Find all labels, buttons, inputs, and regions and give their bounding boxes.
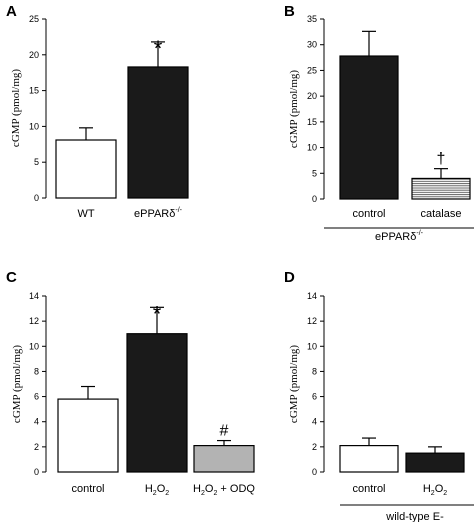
significance-marker: # — [220, 423, 229, 440]
category-label: control — [352, 483, 385, 495]
y-axis-label: cGMP (pmol/mg) — [10, 69, 22, 147]
y-tick-label: 5 — [34, 157, 39, 167]
category-label: control — [71, 483, 104, 495]
significance-marker: † — [437, 151, 446, 168]
significance-marker: * — [153, 301, 162, 326]
y-tick-label: 12 — [29, 316, 39, 326]
y-tick-label: 20 — [29, 50, 39, 60]
y-axis-label: cGMP (pmol/mg) — [11, 345, 23, 423]
group-label: ePPARδ-/- — [375, 230, 424, 243]
y-tick-label: 4 — [312, 417, 317, 427]
y-tick-label: 0 — [34, 193, 39, 203]
category-label: control — [352, 208, 385, 220]
y-tick-label: 10 — [29, 341, 39, 351]
y-tick-label: 0 — [312, 194, 317, 204]
y-axis-label: cGMP (pmol/mg) — [288, 345, 300, 423]
category-label: H2O2 — [423, 483, 447, 497]
y-tick-label: 14 — [29, 291, 39, 301]
y-tick-label: 25 — [29, 14, 39, 24]
significance-marker: * — [154, 36, 163, 61]
bar-h2o2-odq — [193, 445, 255, 473]
y-tick-label: 14 — [307, 291, 317, 301]
panel-A: A 0 5 10 15 20 25 cGMP (pmol/mg) WT * ePPARδ-/- — [6, 3, 189, 220]
y-axis-label: cGMP (pmol/mg) — [288, 70, 300, 148]
category-label: WT — [77, 208, 94, 220]
y-tick-label: 10 — [307, 341, 317, 351]
panel-letter: B — [284, 3, 295, 20]
bar-h2o2 — [126, 333, 188, 473]
group-label: wild-type E- — [385, 511, 444, 522]
y-tick-label: 10 — [29, 121, 39, 131]
bar-wt — [55, 139, 117, 199]
category-label: catalase — [421, 208, 462, 220]
y-tick-label: 10 — [307, 143, 317, 153]
y-tick-label: 4 — [34, 417, 39, 427]
y-tick-label: 15 — [307, 117, 317, 127]
y-tick-label: 0 — [34, 467, 39, 477]
y-tick-label: 20 — [307, 91, 317, 101]
y-tick-label: 6 — [312, 392, 317, 402]
bar-control — [339, 445, 399, 473]
panel-letter: A — [6, 3, 17, 20]
bar-eppar- — [127, 66, 189, 199]
panel-B: B 0 5 10 15 20 25 30 35 cGMP (pmol/mg) control † cat… — [284, 3, 474, 243]
bar-h2o2 — [405, 452, 465, 473]
bar-control — [57, 398, 119, 473]
y-tick-label: 35 — [307, 14, 317, 24]
y-tick-label: 2 — [312, 442, 317, 452]
panel-letter: D — [284, 269, 295, 286]
y-tick-label: 2 — [34, 442, 39, 452]
bar-control — [339, 55, 399, 200]
panel-D: D 0 2 4 6 8 10 12 14 cGMP (pmol/mg) control H2O2 wil… — [284, 269, 474, 522]
category-label: ePPARδ-/- — [134, 207, 183, 220]
y-tick-label: 12 — [307, 316, 317, 326]
category-label: H2O2 — [145, 483, 169, 497]
y-tick-label: 30 — [307, 40, 317, 50]
y-tick-label: 5 — [312, 168, 317, 178]
y-tick-label: 6 — [34, 392, 39, 402]
y-tick-label: 15 — [29, 86, 39, 96]
panel-letter: C — [6, 269, 17, 286]
y-tick-label: 25 — [307, 65, 317, 75]
y-tick-label: 8 — [312, 366, 317, 376]
y-tick-label: 8 — [34, 366, 39, 376]
y-tick-label: 0 — [312, 467, 317, 477]
bar-catalase — [411, 177, 471, 200]
panel-C: C 0 2 4 6 8 10 12 14 cGMP (pmol/mg) control * H2O2 # H… — [6, 269, 255, 497]
category-label: H2O2 + ODQ — [193, 483, 255, 497]
